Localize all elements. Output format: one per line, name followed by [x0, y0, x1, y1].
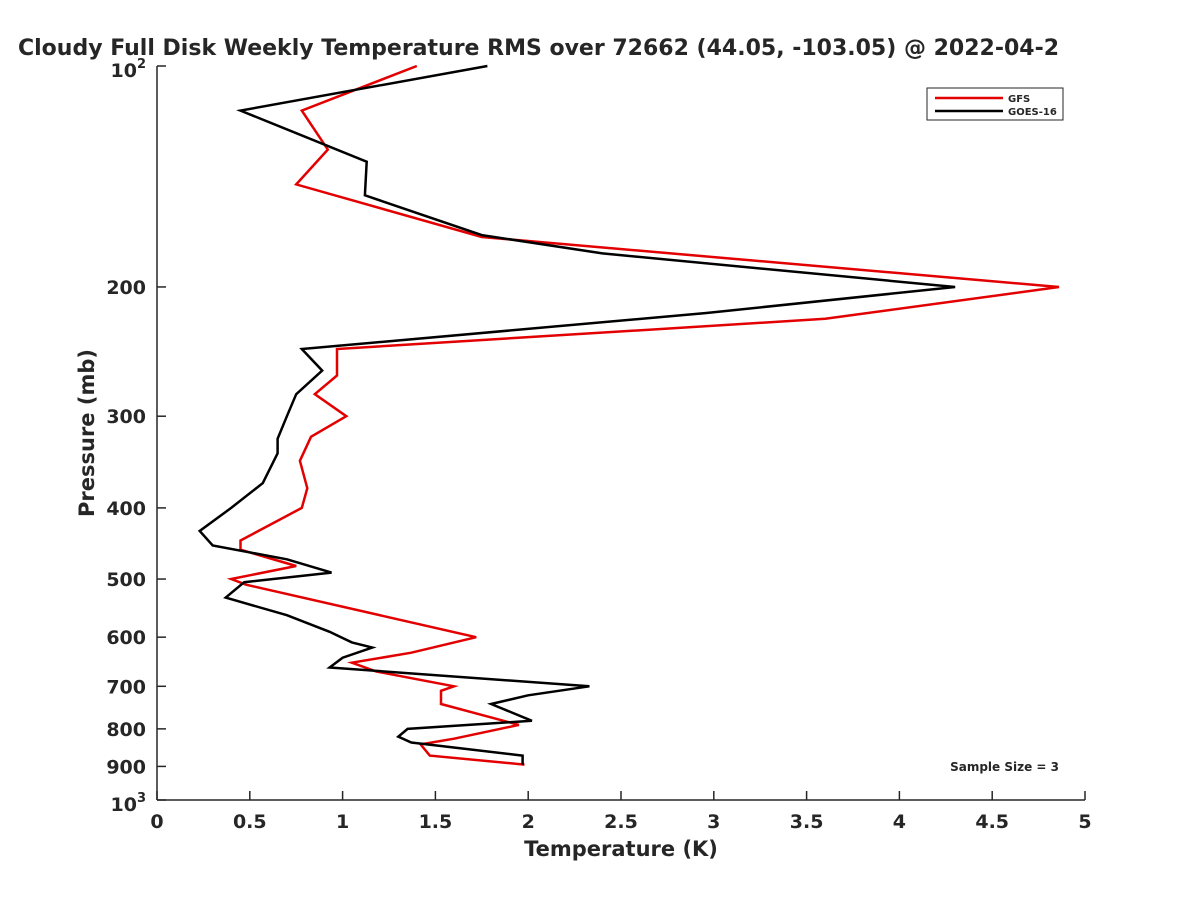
series-line-gfs [226, 64, 1060, 766]
y-tick-label: 300 [106, 406, 146, 428]
x-tick-label: 1 [336, 811, 349, 833]
y-tick-label: 900 [106, 756, 146, 778]
sample-size-annotation: Sample Size = 3 [950, 760, 1059, 774]
x-tick-label: 3.5 [790, 811, 824, 833]
y-tick-label: 200 [106, 277, 146, 299]
y-ticks: 200 300 400 500 600 700 800 900 102 103 [106, 57, 166, 816]
x-tick-label: 5 [1078, 811, 1091, 833]
x-tick-label: 0.5 [233, 811, 267, 833]
legend: GFS GOES-16 [926, 87, 1064, 121]
y-tick-label: 500 [106, 569, 146, 591]
y-tick-label: 600 [106, 627, 146, 649]
x-tick-label: 1.5 [419, 811, 453, 833]
x-axis-label: Temperature (K) [524, 837, 718, 861]
y-axis-label: Pressure (mb) [75, 349, 99, 517]
x-tick-label: 4 [893, 811, 906, 833]
y-tick-label: 800 [106, 719, 146, 741]
legend-label-goes16: GOES-16 [1008, 107, 1057, 118]
legend-box [926, 87, 1064, 121]
x-tick-label: 2.5 [604, 811, 638, 833]
x-ticks: 0 0.5 1 1.5 2 2.5 3 3.5 4 4.5 5 [150, 791, 1092, 833]
chart-title: Cloudy Full Disk Weekly Temperature RMS … [18, 36, 1059, 61]
legend-label-gfs: GFS [1008, 94, 1030, 105]
y-tick-label: 700 [106, 676, 146, 698]
y-tick-label: 400 [106, 498, 146, 520]
y-tick-label-power: 102 [111, 57, 147, 82]
x-tick-label: 0 [150, 811, 163, 833]
x-tick-label: 3 [707, 811, 720, 833]
y-tick-label-power: 103 [111, 791, 147, 816]
x-tick-label: 2 [522, 811, 535, 833]
series-line-goes-16 [197, 64, 956, 765]
x-tick-label: 4.5 [975, 811, 1009, 833]
series-layer [197, 64, 1060, 766]
